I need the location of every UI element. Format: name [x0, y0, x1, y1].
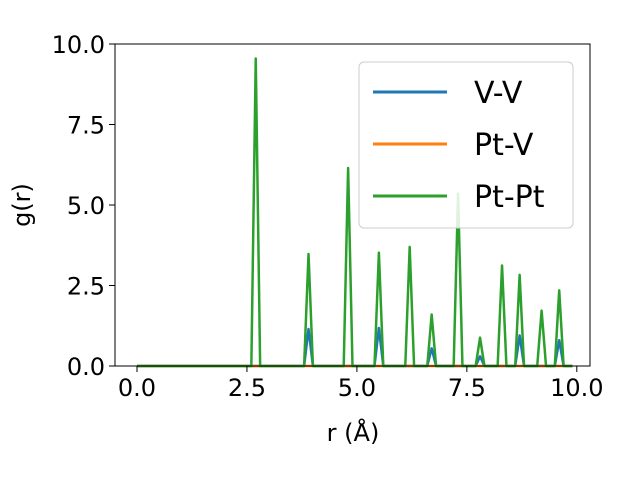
x-tick-label: 5.0	[338, 374, 376, 402]
x-tick-label: 0.0	[118, 374, 156, 402]
y-tick-label: 0.0	[67, 353, 105, 381]
y-axis-ticks: 0.0 2.5 5.0 7.5 10.0	[52, 31, 115, 381]
x-tick-label: 2.5	[228, 374, 266, 402]
legend-label-v-v: V-V	[474, 76, 523, 111]
y-axis-label: g(r)	[8, 183, 36, 227]
x-tick-label: 7.5	[448, 374, 486, 402]
legend-box	[358, 61, 574, 229]
y-tick-label: 10.0	[52, 31, 105, 59]
legend-label-pt-v: Pt-V	[474, 128, 534, 163]
y-tick-label: 2.5	[67, 273, 105, 301]
legend-label-pt-pt: Pt-Pt	[474, 180, 545, 215]
y-tick-label: 7.5	[67, 112, 105, 140]
x-tick-label: 10.0	[550, 374, 603, 402]
legend: V-V Pt-V Pt-Pt	[358, 61, 574, 229]
y-tick-label: 5.0	[67, 192, 105, 220]
x-axis-label: r (Å)	[327, 418, 380, 447]
x-axis-ticks: 0.0 2.5 5.0 7.5 10.0	[118, 366, 604, 402]
